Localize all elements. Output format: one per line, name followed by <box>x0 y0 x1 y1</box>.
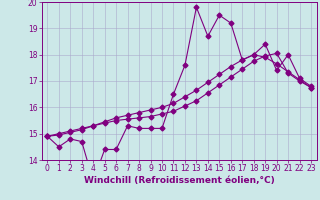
X-axis label: Windchill (Refroidissement éolien,°C): Windchill (Refroidissement éolien,°C) <box>84 176 275 185</box>
